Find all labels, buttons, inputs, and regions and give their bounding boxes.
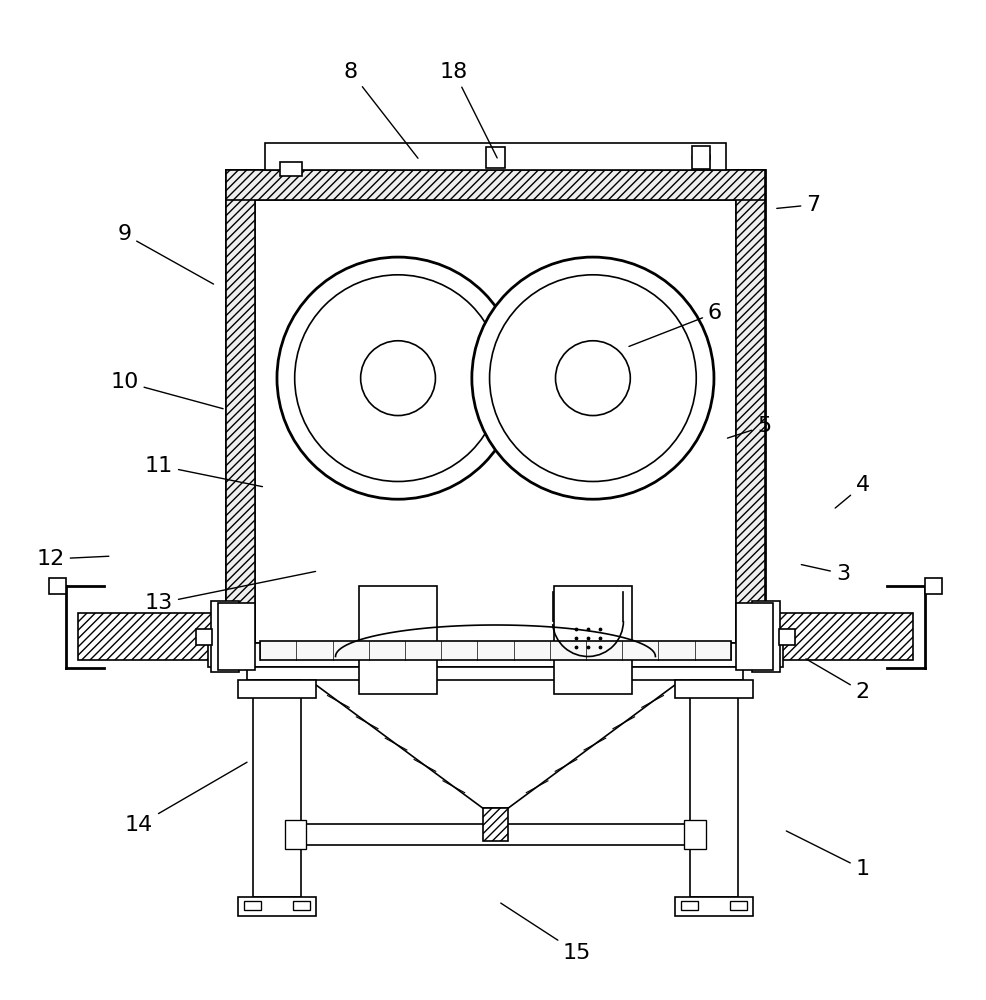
Circle shape: [489, 275, 695, 481]
Text: 3: 3: [801, 564, 849, 584]
Circle shape: [471, 257, 713, 499]
Bar: [729, 901, 746, 910]
Bar: [238, 897, 317, 916]
Bar: [78, 613, 226, 660]
Bar: [293, 901, 311, 910]
Bar: [280, 162, 302, 176]
Bar: [735, 603, 772, 670]
Bar: [247, 667, 742, 680]
Circle shape: [277, 257, 519, 499]
Bar: [290, 824, 700, 845]
Bar: [218, 603, 255, 670]
Bar: [485, 147, 505, 168]
Text: 6: 6: [628, 303, 722, 346]
Bar: [48, 578, 66, 594]
Bar: [253, 680, 301, 897]
Bar: [924, 578, 942, 594]
Point: [568, 630, 584, 646]
Bar: [265, 143, 725, 170]
Bar: [208, 643, 782, 667]
Circle shape: [555, 341, 630, 416]
Bar: [689, 680, 737, 897]
Text: 1: 1: [786, 831, 869, 879]
Text: 11: 11: [145, 456, 262, 487]
Text: 4: 4: [834, 475, 869, 508]
Bar: [226, 170, 764, 643]
Bar: [553, 586, 632, 694]
Bar: [673, 680, 752, 698]
Bar: [691, 146, 709, 169]
Bar: [285, 820, 307, 849]
Text: 14: 14: [125, 762, 246, 835]
Text: 15: 15: [500, 903, 591, 963]
Circle shape: [360, 341, 435, 416]
Text: 10: 10: [110, 372, 223, 409]
Bar: [211, 601, 239, 672]
Text: 13: 13: [145, 571, 316, 613]
Text: 7: 7: [776, 195, 819, 215]
Bar: [196, 629, 212, 645]
Text: 8: 8: [343, 62, 417, 158]
Point: [592, 621, 607, 637]
Point: [580, 639, 596, 655]
Bar: [679, 901, 697, 910]
Point: [580, 621, 596, 637]
Bar: [764, 613, 912, 660]
Text: 5: 5: [727, 416, 770, 438]
Bar: [238, 680, 317, 698]
Bar: [778, 629, 794, 645]
Point: [592, 630, 607, 646]
Text: 12: 12: [36, 549, 108, 569]
Bar: [260, 641, 730, 660]
Text: 9: 9: [117, 224, 213, 284]
Text: 18: 18: [440, 62, 497, 158]
Bar: [751, 601, 779, 672]
Bar: [673, 897, 752, 916]
Point: [580, 630, 596, 646]
Text: 2: 2: [806, 659, 869, 702]
Bar: [226, 170, 764, 200]
Bar: [244, 901, 261, 910]
Circle shape: [691, 149, 709, 166]
Bar: [482, 808, 508, 841]
Point: [568, 621, 584, 637]
Bar: [683, 820, 705, 849]
Circle shape: [295, 275, 501, 481]
Bar: [358, 586, 437, 694]
Bar: [482, 808, 508, 841]
Bar: [226, 170, 255, 643]
Point: [568, 639, 584, 655]
Bar: [735, 170, 764, 643]
Point: [592, 639, 607, 655]
